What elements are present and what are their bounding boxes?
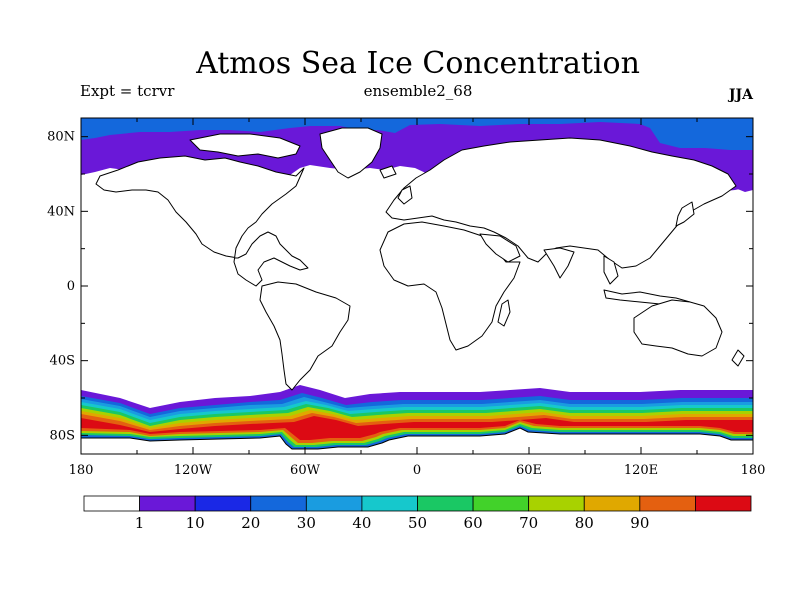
colorbar-swatch: [639, 495, 696, 512]
colorbar-swatch: [528, 495, 585, 512]
lon-tick-label: 60E: [516, 463, 542, 478]
colorbar-swatch: [361, 495, 418, 512]
lon-tick-label: 60W: [290, 463, 321, 478]
australia-coast: [633, 299, 723, 357]
colorbar-label: 80: [575, 514, 594, 532]
experiment-label: Expt = tcrvr: [80, 82, 175, 100]
south-america-coast: [259, 281, 351, 391]
colorbar-swatch: [472, 495, 530, 512]
madagascar-coast: [497, 299, 511, 327]
colorbar-label: 10: [186, 514, 205, 532]
lon-tick-label: 180: [69, 463, 94, 478]
colorbar-label: 60: [464, 514, 483, 532]
antarctica-coastline: [81, 427, 753, 450]
iceland-coast: [379, 165, 397, 179]
lat-tick-label: 40N: [47, 204, 75, 219]
colorbar-swatch: [139, 495, 196, 512]
longitude-axis: 180 120W 60W 0 60E 120E 180: [69, 118, 766, 478]
lat-tick-label: 80S: [50, 428, 75, 443]
colorbar-swatch: [83, 495, 140, 512]
africa-coast: [379, 221, 521, 351]
north-america-coast: [95, 155, 309, 287]
lat-tick-label: 0: [67, 279, 75, 294]
antarctic-sea-ice: [81, 385, 753, 454]
coastlines: [95, 127, 745, 391]
japan-coast: [675, 201, 695, 227]
lon-tick-label: 180: [741, 463, 766, 478]
lat-tick-label: 80N: [47, 130, 75, 145]
india-coast: [543, 247, 575, 279]
colorbar: 1 10 20 30 40 50 60 70 80 90: [83, 495, 752, 532]
season-label: JJA: [728, 87, 753, 103]
colorbar-swatch: [583, 495, 641, 512]
southeast-asia-coast: [603, 255, 619, 285]
colorbar-label: 1: [135, 514, 145, 532]
lat-tick-label: 40S: [50, 354, 75, 369]
greenland-coast: [319, 127, 383, 179]
colorbar-label: 70: [519, 514, 538, 532]
colorbar-swatch: [305, 495, 363, 512]
canadian-arctic-islands: [189, 133, 301, 159]
lon-tick-label: 120E: [624, 463, 658, 478]
british-isles-coast: [397, 185, 413, 205]
latitude-axis: 80N 40N 0 40S 80S: [47, 130, 753, 443]
new-zealand-coast: [731, 349, 745, 367]
colorbar-swatch: [194, 495, 252, 512]
ensemble-label: ensemble2_68: [363, 82, 473, 100]
colorbar-label: 30: [297, 514, 316, 532]
colorbar-label: 50: [408, 514, 427, 532]
colorbar-swatch: [695, 495, 752, 512]
lon-tick-label: 0: [413, 463, 421, 478]
colorbar-label: 90: [630, 514, 649, 532]
colorbar-swatch: [417, 495, 474, 512]
map-title: Atmos Sea Ice Concentration: [196, 46, 640, 81]
arctic-ice-blue: [81, 118, 753, 150]
eurasia-coast: [385, 137, 737, 269]
colorbar-label: 40: [352, 514, 371, 532]
colorbar-swatch: [250, 495, 307, 512]
arabia-coast: [479, 233, 521, 263]
map-panel: [81, 118, 753, 454]
lon-tick-label: 120W: [174, 463, 213, 478]
colorbar-label: 20: [241, 514, 260, 532]
